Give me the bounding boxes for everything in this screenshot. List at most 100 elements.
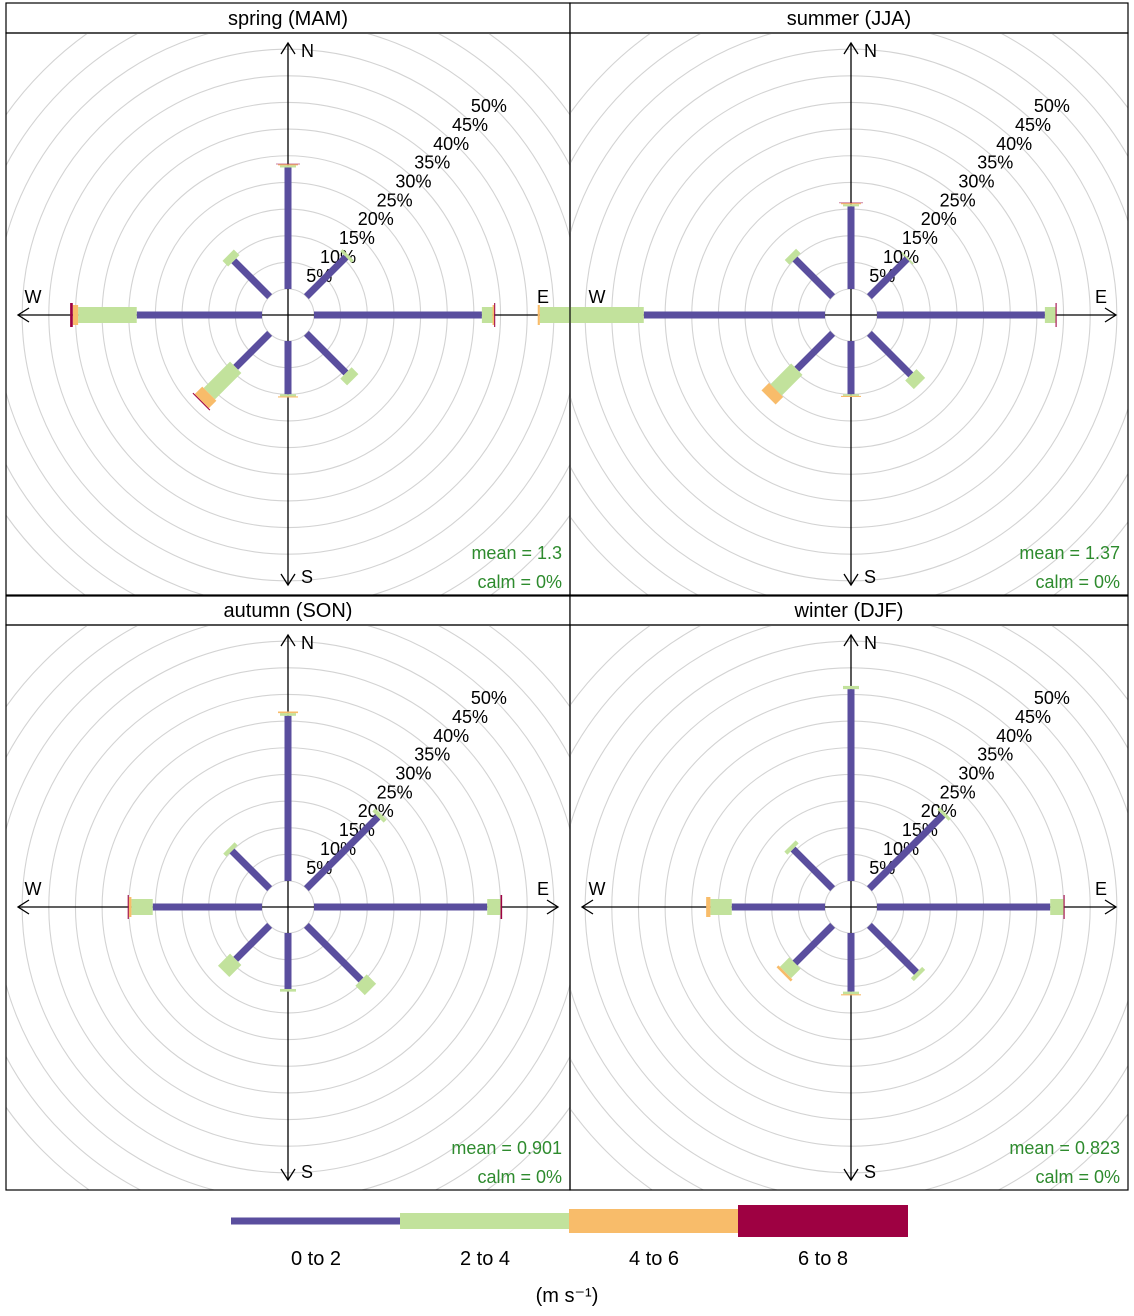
- petal-segment-nw: [229, 848, 273, 892]
- calm-label: calm = 0%: [477, 1167, 562, 1187]
- axis-arrowhead: [16, 899, 30, 915]
- ring-label: 10%: [320, 247, 356, 267]
- petal-segment-nw: [790, 846, 836, 892]
- ring-label: 35%: [414, 153, 450, 173]
- axis-arrowhead: [843, 633, 859, 647]
- axis-arrowhead: [580, 899, 594, 915]
- ring-label: 30%: [395, 764, 431, 784]
- petal-segment-sw: [192, 392, 211, 411]
- petal-segment-se: [905, 369, 926, 390]
- compass-label: N: [301, 41, 314, 61]
- petal-segment-ne: [901, 252, 914, 265]
- mean-label: mean = 1.37: [1019, 543, 1120, 563]
- ring-label: 20%: [921, 209, 957, 229]
- petal-segment-se: [866, 922, 919, 975]
- windrose-panel: winter (DJF)5%10%15%20%25%30%35%40%45%50…: [569, 595, 1129, 1191]
- axis-arrowhead: [280, 1168, 296, 1182]
- ring-label: 35%: [414, 745, 450, 765]
- compass-label: S: [864, 567, 876, 587]
- ring-label: 50%: [1034, 96, 1070, 116]
- compass-label: W: [589, 287, 606, 307]
- petal-segment-nw: [784, 248, 801, 265]
- petal-segment-ne: [372, 808, 387, 823]
- windrose-panel: spring (MAM)5%10%15%20%25%30%35%40%45%50…: [5, 2, 571, 596]
- axis-arrowhead: [280, 573, 296, 587]
- ring-label: 45%: [452, 115, 488, 135]
- petal-segment-sw: [794, 330, 836, 372]
- compass-label: S: [301, 567, 313, 587]
- legend-swatch: [569, 1209, 738, 1233]
- ring-label: 40%: [433, 726, 469, 746]
- ring-label: 50%: [1034, 688, 1070, 708]
- mean-label: mean = 0.901: [451, 1138, 562, 1158]
- petal-segment-sw: [233, 922, 273, 962]
- legend-swatch: [738, 1205, 908, 1237]
- compass-label: W: [25, 879, 42, 899]
- petal-segment-sw: [233, 330, 273, 370]
- compass-label: W: [25, 287, 42, 307]
- petal-segment-ne: [866, 256, 910, 300]
- compass-label: E: [1095, 879, 1107, 899]
- ring-label: 25%: [940, 782, 976, 802]
- axis-arrowhead: [546, 899, 560, 915]
- calm-label: calm = 0%: [477, 572, 562, 592]
- ring-label: 30%: [395, 172, 431, 192]
- calm-label: calm = 0%: [1035, 1167, 1120, 1187]
- axis-arrowhead: [280, 41, 296, 55]
- ring-label: 40%: [433, 134, 469, 154]
- petal-segment-sw: [779, 957, 801, 979]
- petal-segment-sw: [194, 386, 217, 409]
- axis-arrowhead: [843, 1168, 859, 1182]
- panel-frame: [569, 32, 1129, 596]
- petal-segment-ne: [303, 814, 381, 892]
- panel-title: winter (DJF): [794, 600, 904, 622]
- panel-strip: [5, 2, 571, 34]
- ring-label: 45%: [452, 707, 488, 727]
- petal-segment-nw: [223, 842, 238, 857]
- calm-label: calm = 0%: [1035, 572, 1120, 592]
- petal-segment-sw: [776, 965, 793, 982]
- petal-segment-se: [910, 966, 926, 982]
- windrose-panel: autumn (SON)5%10%15%20%25%30%35%40%45%50…: [5, 595, 571, 1191]
- compass-label: E: [1095, 287, 1107, 307]
- axis-arrowhead: [16, 307, 30, 323]
- petal-segment-sw: [203, 361, 242, 400]
- compass-label: E: [537, 287, 549, 307]
- ring-label: 30%: [958, 764, 994, 784]
- panel-title: autumn (SON): [224, 600, 353, 622]
- petal-segment-ne: [866, 812, 946, 892]
- axis-arrowhead: [843, 573, 859, 587]
- petal-segment-ne: [303, 254, 349, 300]
- petal-segment-sw: [217, 953, 242, 978]
- compass-label: W: [589, 879, 606, 899]
- legend: 0 to 2 2 to 4 4 to 6 6 to 8: [231, 1205, 908, 1270]
- petal-segment-sw: [792, 922, 836, 966]
- panel-frame: [569, 624, 1129, 1191]
- units-label: (m s⁻¹): [536, 1285, 599, 1307]
- legend-label: 0 to 2: [291, 1248, 341, 1270]
- compass-label: N: [864, 633, 877, 653]
- legend-swatch: [400, 1213, 569, 1229]
- legend-swatch: [231, 1217, 400, 1225]
- panel-strip: [569, 2, 1129, 34]
- legend-label: 6 to 8: [798, 1248, 848, 1270]
- petal-segment-nw: [222, 249, 240, 267]
- ring-label: 40%: [996, 726, 1032, 746]
- compass-label: N: [864, 41, 877, 61]
- petal-segment-se: [340, 367, 359, 386]
- panel-title: summer (JJA): [787, 8, 911, 30]
- panel-title: spring (MAM): [228, 8, 348, 30]
- ring-label: 40%: [996, 134, 1032, 154]
- axis-arrowhead: [1104, 307, 1118, 323]
- ring-label: 25%: [377, 782, 413, 802]
- petal-segment-sw: [761, 382, 784, 405]
- ring-label: 25%: [377, 190, 413, 210]
- petal-segment-se: [303, 922, 364, 983]
- compass-label: E: [537, 879, 549, 899]
- compass-label: S: [864, 1162, 876, 1182]
- legend-label: 4 to 6: [629, 1248, 679, 1270]
- panel-strip: [5, 595, 571, 626]
- petal-segment-se: [303, 330, 349, 376]
- petal-segment-nw: [784, 840, 799, 855]
- mean-label: mean = 1.3: [471, 543, 562, 563]
